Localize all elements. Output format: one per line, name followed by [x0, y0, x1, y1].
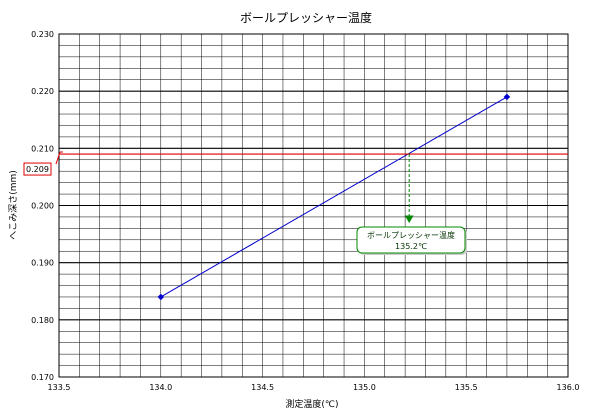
- callout-box: [356, 226, 466, 254]
- callout-title: ボールプレッシャー温度: [367, 230, 455, 240]
- plot-border: [58, 33, 569, 378]
- x-tick-label: 136.0: [557, 383, 580, 392]
- callout-value: 135.2℃: [395, 242, 427, 251]
- grid-layer: [58, 33, 569, 378]
- series-marker: [503, 93, 511, 101]
- x-tick-label: 135.0: [353, 383, 376, 392]
- series-layer: [157, 93, 511, 301]
- y-tick-label: 0.190: [31, 259, 54, 268]
- y-axis-title: へこみ深さ(mm): [8, 170, 19, 240]
- y-tick-label: 0.170: [31, 373, 54, 382]
- x-tick-label: 134.0: [149, 383, 172, 392]
- y-tick-label: 0.180: [31, 316, 54, 325]
- y-tick-label: 0.220: [31, 87, 54, 96]
- series-marker: [157, 293, 165, 301]
- x-tick-label: 135.5: [455, 383, 478, 392]
- x-tick-label: 133.5: [48, 383, 71, 392]
- x-tick-label: 134.5: [251, 383, 274, 392]
- annotation-layer: 0.209 ボールプレッシャー温度 135.2℃: [23, 151, 568, 255]
- chart-title: ボールプレッシャー温度: [240, 10, 372, 25]
- threshold-label: 0.209: [26, 165, 49, 174]
- y-tick-label: 0.200: [31, 202, 54, 211]
- y-tick-label: 0.210: [31, 144, 54, 153]
- threshold-label-box: [23, 162, 52, 176]
- x-axis-title: 測定温度(℃): [285, 398, 338, 410]
- series-line: [160, 96, 508, 298]
- intersection-arrow: [404, 215, 414, 223]
- threshold-break-mark: [55, 151, 63, 165]
- y-tick-label: 0.230: [31, 30, 54, 39]
- axes-layer: 133.5 134.0 134.5 135.0 135.5 136.0 0.170 0.180…: [31, 30, 579, 392]
